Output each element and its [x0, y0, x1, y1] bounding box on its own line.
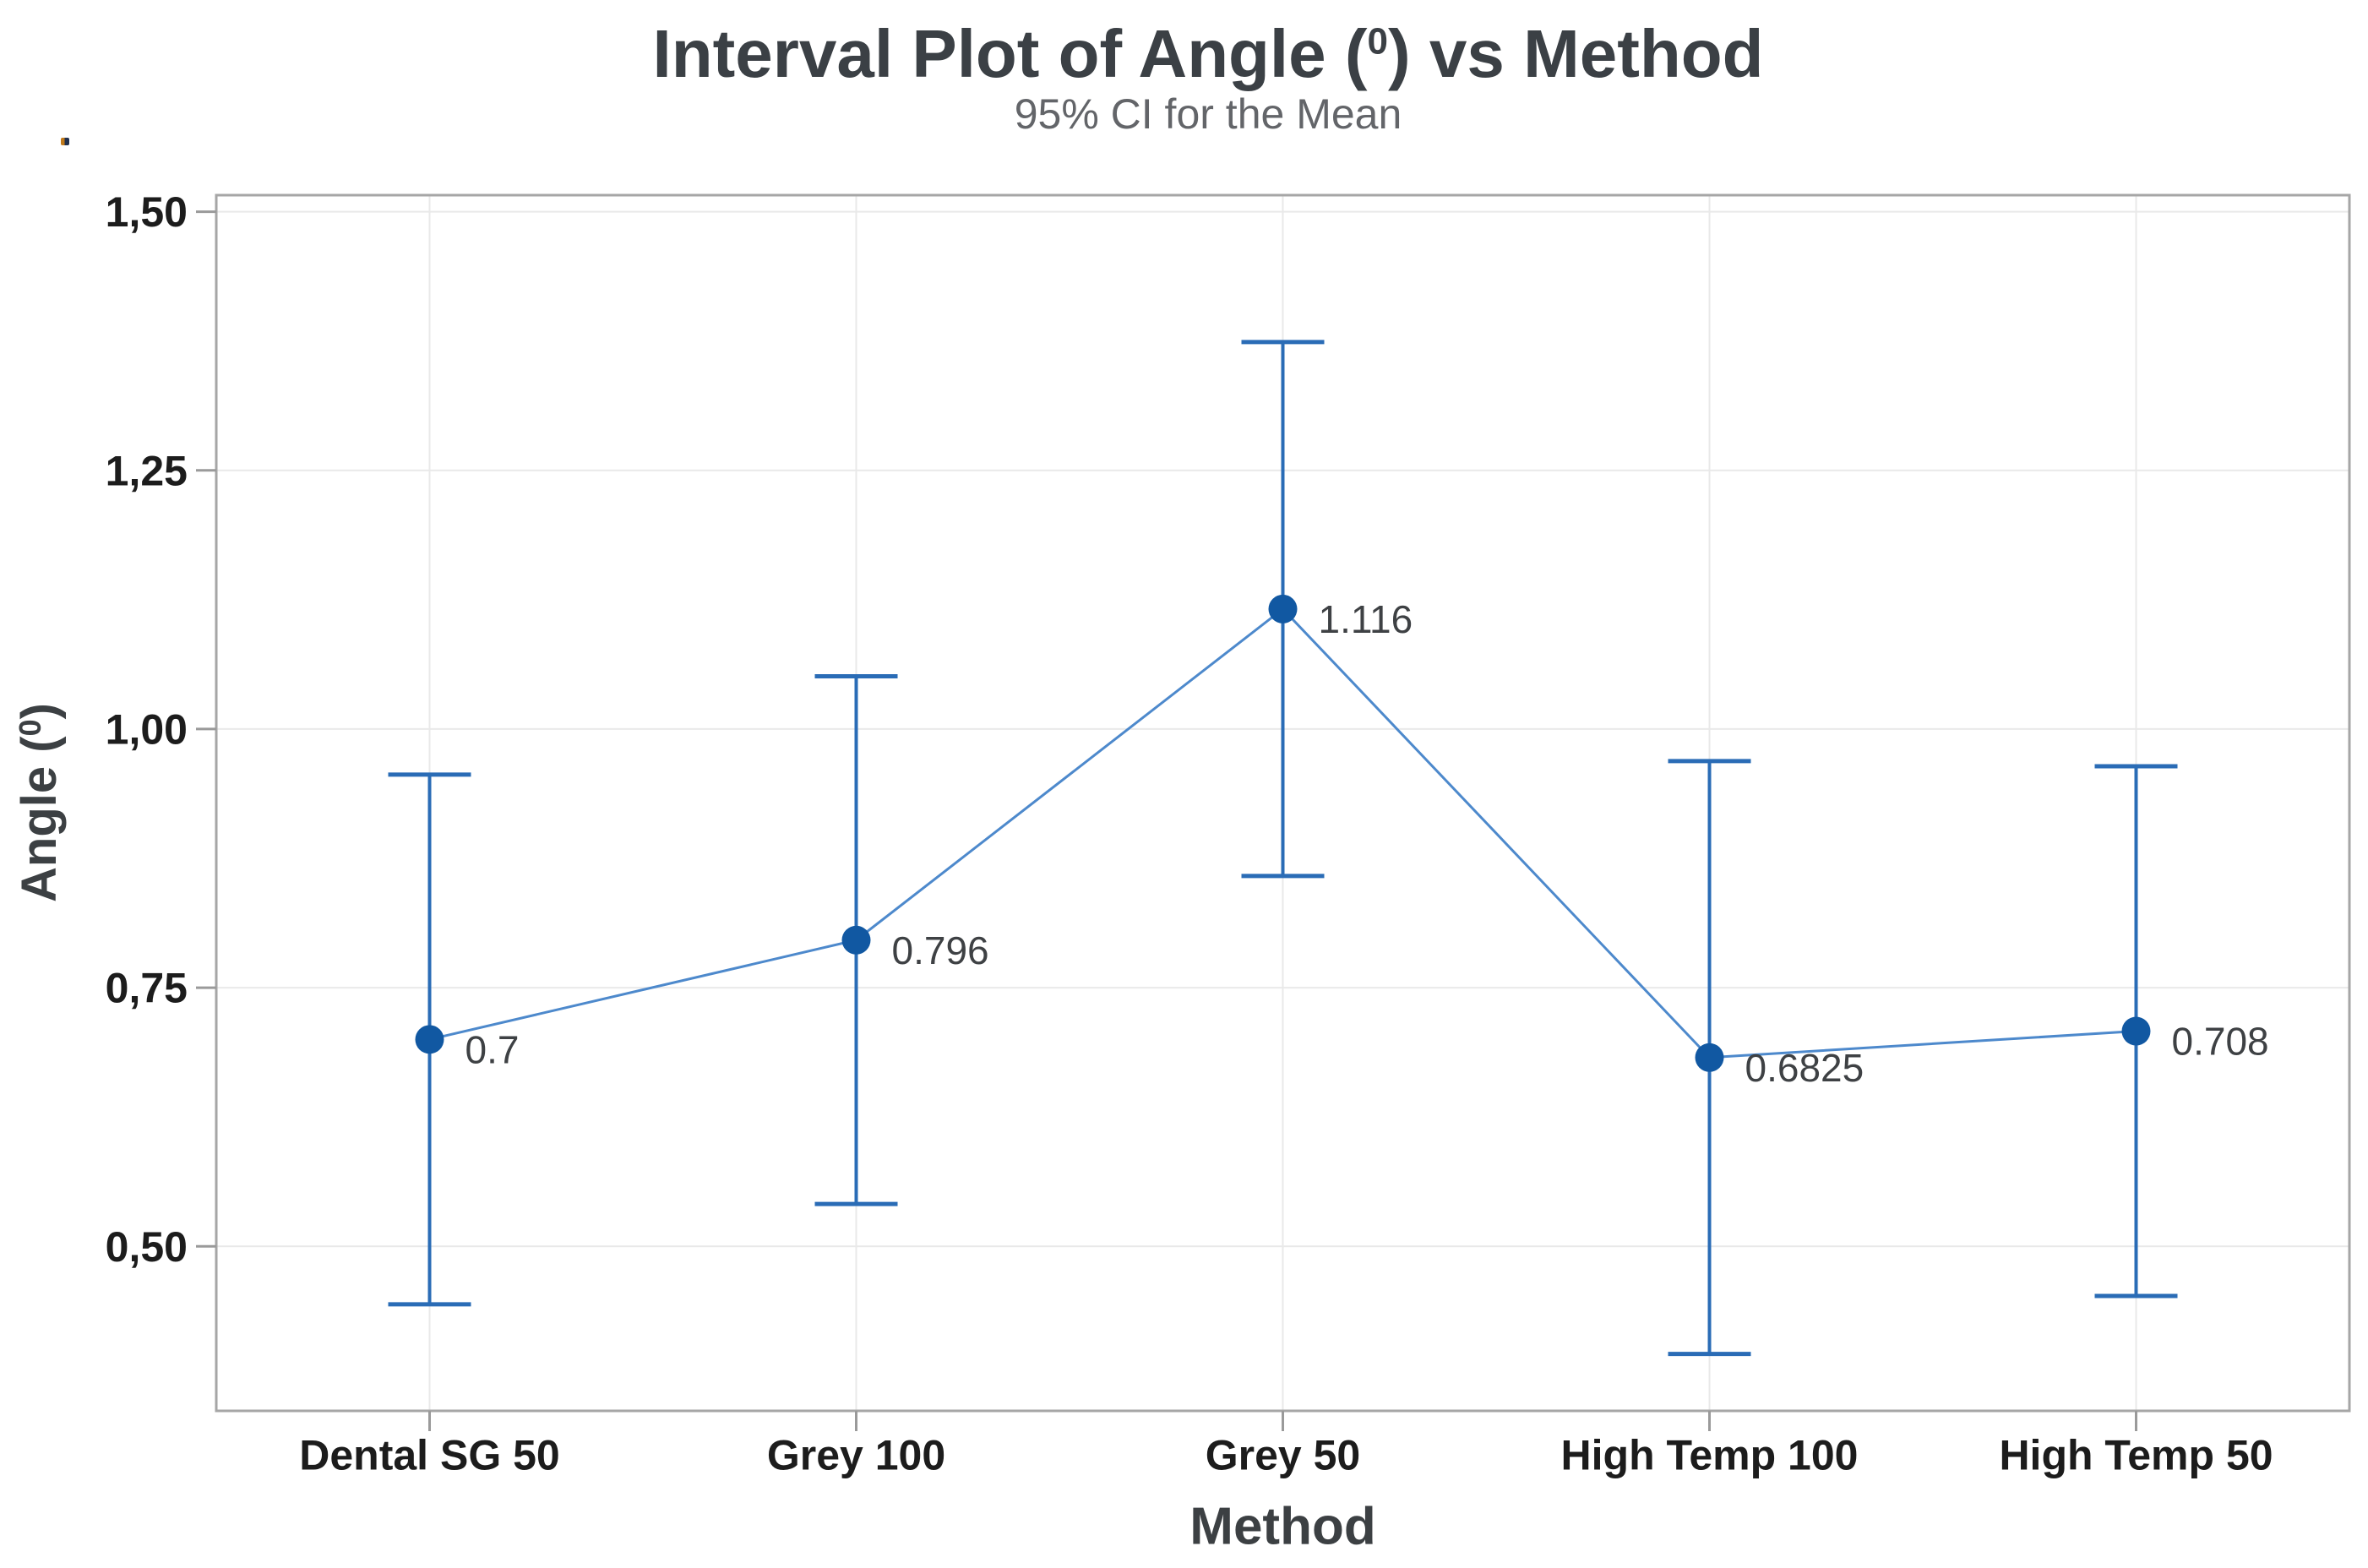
mean-marker [2121, 1016, 2151, 1046]
y-axis-tick-label: 1,25 [106, 447, 188, 494]
y-axis-title: Angle (0) [12, 703, 67, 902]
mean-marker [415, 1025, 444, 1054]
x-axis-category-label: Grey 100 [767, 1432, 945, 1479]
mean-value-label: 0.708 [2172, 1020, 2269, 1064]
x-axis-category-label: Grey 50 [1206, 1432, 1360, 1479]
mean-value-label: 0.796 [892, 928, 989, 972]
mean-marker [1268, 594, 1298, 623]
x-axis-category-label: High Temp 100 [1561, 1432, 1859, 1479]
mean-value-label: 0.7 [465, 1027, 520, 1071]
x-axis-category-label: Dental SG 50 [299, 1432, 559, 1479]
y-axis-tick-label: 1,50 [106, 188, 188, 236]
mean-marker [841, 925, 871, 955]
stray-dot-artifact [61, 138, 69, 145]
mean-value-label: 0.6825 [1745, 1046, 1864, 1090]
y-axis-tick-label: 0,50 [106, 1223, 188, 1271]
mean-marker [1695, 1043, 1724, 1072]
x-axis-category-label: High Temp 50 [1999, 1432, 2273, 1479]
y-axis-tick-label: 1,00 [106, 705, 188, 753]
x-axis-title: Method [1189, 1498, 1375, 1556]
mean-value-label: 1.116 [1319, 597, 1413, 641]
y-axis-tick-label: 0,75 [106, 965, 188, 1012]
